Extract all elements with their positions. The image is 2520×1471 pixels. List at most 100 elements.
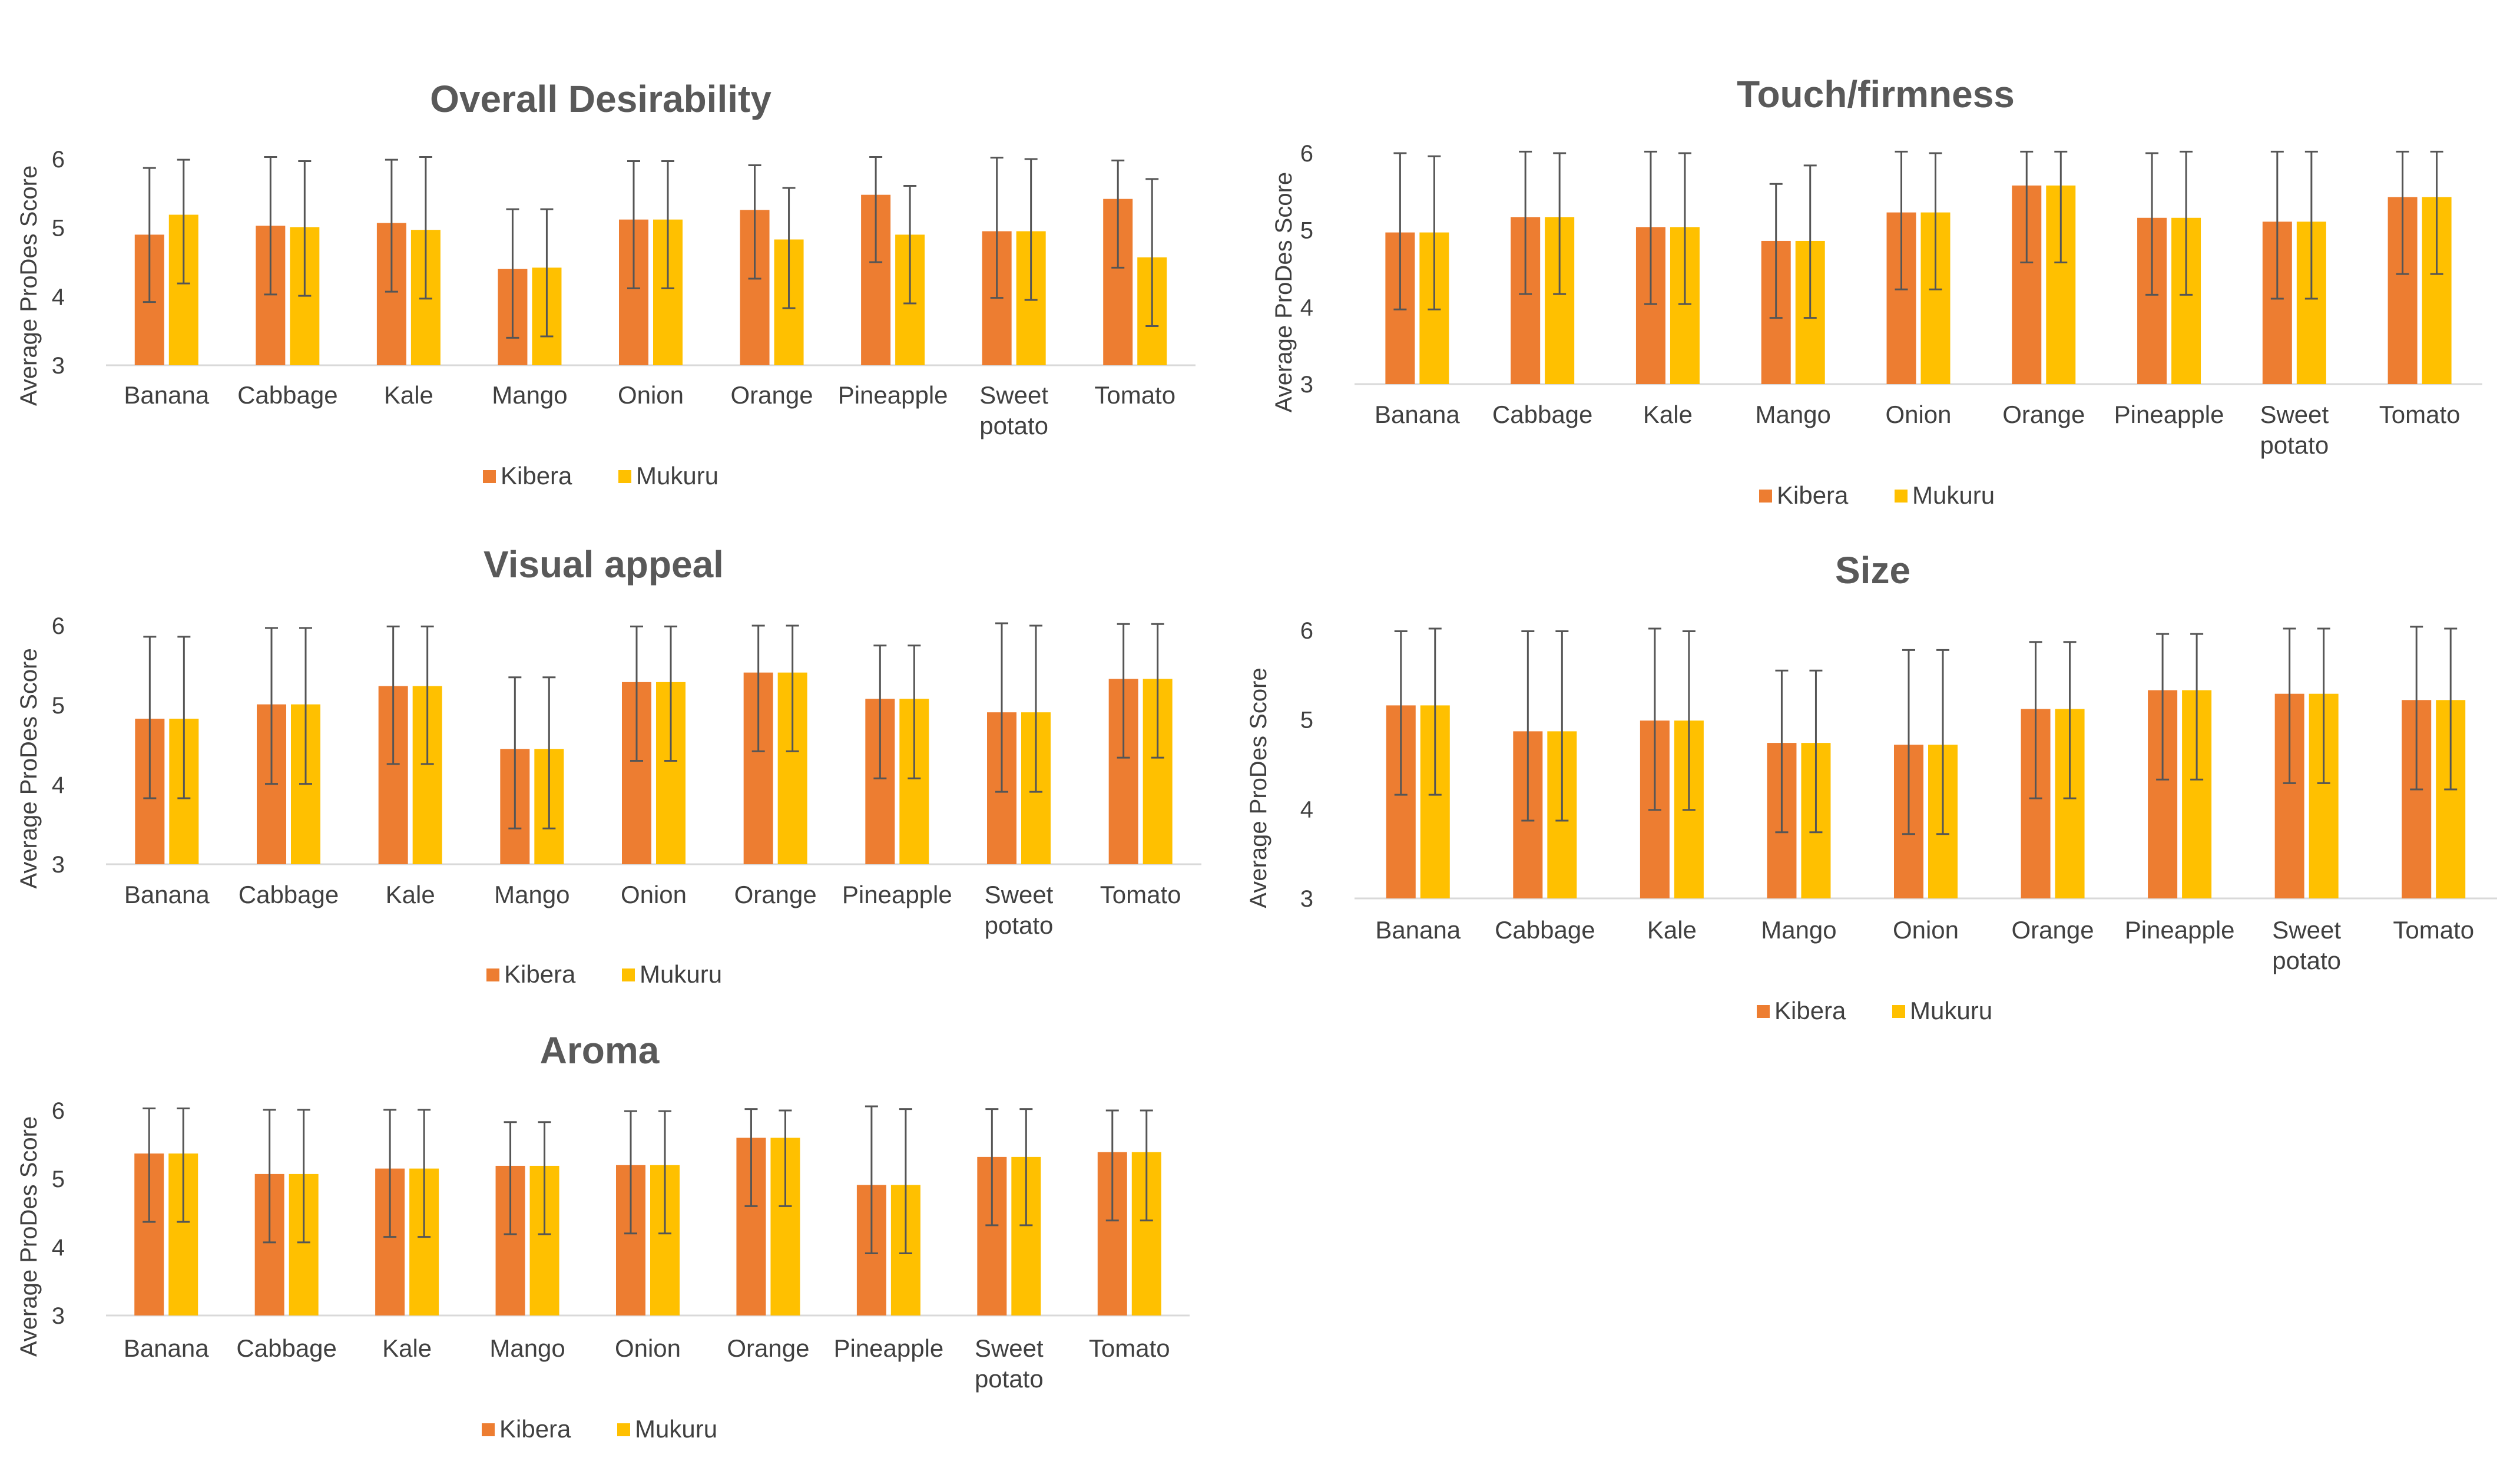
y-tick-label: 3	[52, 852, 65, 878]
chart-panel-1: Visual appeal Average ProDes Score 3 4 5 6 Ban…	[16, 543, 1201, 988]
legend-swatch-mukuru	[618, 470, 631, 483]
legend-label-kibera: Kibera	[1777, 481, 1849, 509]
x-tick-label: Onion	[621, 881, 687, 908]
x-tick-label: Mango	[489, 1334, 565, 1362]
x-tick-label: Kale	[382, 1334, 432, 1362]
x-tick-label: Pineapple	[838, 381, 948, 409]
x-tick-label: Orange	[731, 381, 813, 409]
y-tick-label: 5	[52, 216, 65, 242]
legend-label-kibera: Kibera	[499, 1415, 571, 1443]
legend-label-kibera: Kibera	[501, 462, 572, 490]
legend-label-mukuru: Mukuru	[1910, 997, 1992, 1024]
x-tick-label: Mango	[492, 381, 567, 409]
x-tick-label: potato	[985, 911, 1054, 939]
y-axis-label: Average ProDes Score	[1271, 172, 1297, 412]
y-tick-label: 4	[1300, 295, 1313, 320]
legend-swatch-kibera	[482, 1423, 495, 1436]
x-tick-label: Kale	[1643, 401, 1693, 428]
x-tick-label: Sweet	[985, 881, 1054, 908]
x-tick-label: Cabbage	[1495, 916, 1595, 944]
legend-swatch-mukuru	[617, 1423, 630, 1436]
chart-title: Size	[1835, 549, 1910, 591]
x-tick-label: Banana	[124, 881, 210, 908]
x-tick-label: Banana	[1375, 916, 1461, 944]
x-tick-label: Cabbage	[237, 381, 337, 409]
legend-swatch-mukuru	[1895, 490, 1908, 503]
x-tick-label: Tomato	[1094, 381, 1175, 409]
legend-label-mukuru: Mukuru	[636, 462, 718, 490]
legend-label-kibera: Kibera	[1774, 997, 1846, 1024]
x-tick-label: Cabbage	[1492, 401, 1592, 428]
x-tick-label: potato	[975, 1365, 1044, 1393]
x-tick-label: Orange	[2002, 401, 2085, 428]
y-tick-label: 6	[52, 613, 65, 639]
legend-swatch-mukuru	[1892, 1005, 1905, 1018]
y-axis-label: Average ProDes Score	[16, 166, 42, 406]
legend-swatch-kibera	[1759, 490, 1772, 503]
x-tick-label: Onion	[1893, 916, 1959, 944]
chart-panel-0: Overall Desirability Average ProDes Score…	[16, 78, 1196, 490]
x-tick-label: Mango	[494, 881, 569, 908]
x-tick-label: Tomato	[1089, 1334, 1170, 1362]
x-tick-label: Onion	[618, 381, 684, 409]
x-tick-label: potato	[2260, 431, 2329, 459]
legend-label-kibera: Kibera	[504, 960, 576, 988]
x-tick-label: Tomato	[1100, 881, 1181, 908]
x-tick-label: Pineapple	[842, 881, 952, 908]
x-tick-label: Onion	[615, 1334, 681, 1362]
legend-swatch-mukuru	[622, 968, 635, 981]
x-tick-label: Tomato	[2393, 916, 2474, 944]
x-tick-label: Orange	[727, 1334, 809, 1362]
chart-panel-2: Aroma Average ProDes Score 3 4 5 6 Banana Cabba…	[16, 1029, 1190, 1443]
x-tick-label: Orange	[734, 881, 817, 908]
chart-panel-4: Size Average ProDes Score 3 4 5 6 Banana Cabbag…	[1246, 549, 2497, 1024]
chart-title: Overall Desirability	[430, 78, 771, 120]
legend-label-mukuru: Mukuru	[635, 1415, 717, 1443]
y-tick-label: 6	[52, 1098, 65, 1124]
y-tick-label: 4	[52, 284, 65, 310]
y-tick-label: 4	[52, 1235, 65, 1261]
x-tick-label: Banana	[1375, 401, 1460, 428]
x-tick-label: Kale	[384, 381, 433, 409]
y-tick-label: 4	[1300, 796, 1313, 822]
legend-swatch-kibera	[486, 968, 499, 981]
y-tick-label: 4	[52, 772, 65, 798]
x-tick-label: Cabbage	[239, 881, 339, 908]
x-tick-label: Tomato	[2379, 401, 2461, 428]
x-tick-label: Banana	[124, 1334, 209, 1362]
chart-title: Touch/firmness	[1737, 73, 2015, 115]
x-tick-label: Kale	[1647, 916, 1697, 944]
x-tick-label: Orange	[2012, 916, 2094, 944]
chart-panel-3: Touch/firmness Average ProDes Score 3 4 5 6 Ba…	[1271, 73, 2482, 509]
x-tick-label: potato	[2272, 947, 2341, 974]
x-tick-label: Cabbage	[236, 1334, 336, 1362]
legend-swatch-kibera	[1757, 1005, 1770, 1018]
legend-label-mukuru: Mukuru	[1912, 481, 1995, 509]
y-tick-label: 3	[1300, 886, 1313, 912]
y-tick-label: 6	[52, 147, 65, 173]
x-tick-label: Pineapple	[833, 1334, 943, 1362]
x-tick-label: Sweet	[2260, 401, 2329, 428]
x-tick-label: potato	[979, 412, 1048, 439]
y-tick-label: 5	[1300, 708, 1313, 733]
x-tick-label: Banana	[124, 381, 209, 409]
y-tick-label: 3	[52, 1303, 65, 1329]
x-tick-label: Sweet	[979, 381, 1048, 409]
x-tick-label: Onion	[1885, 401, 1951, 428]
x-tick-label: Sweet	[975, 1334, 1044, 1362]
y-tick-label: 6	[1300, 618, 1313, 644]
x-tick-label: Mango	[1761, 916, 1836, 944]
x-tick-label: Sweet	[2272, 916, 2341, 944]
chart-title: Aroma	[540, 1029, 660, 1072]
y-tick-label: 5	[52, 693, 65, 719]
y-tick-label: 3	[52, 353, 65, 379]
x-tick-label: Kale	[386, 881, 435, 908]
y-tick-label: 5	[1300, 218, 1313, 244]
x-tick-label: Pineapple	[2125, 916, 2235, 944]
y-axis-label: Average ProDes Score	[16, 1116, 42, 1357]
legend-swatch-kibera	[483, 470, 496, 483]
legend-label-mukuru: Mukuru	[640, 960, 722, 988]
x-tick-label: Pineapple	[2114, 401, 2224, 428]
x-tick-label: Mango	[1756, 401, 1831, 428]
